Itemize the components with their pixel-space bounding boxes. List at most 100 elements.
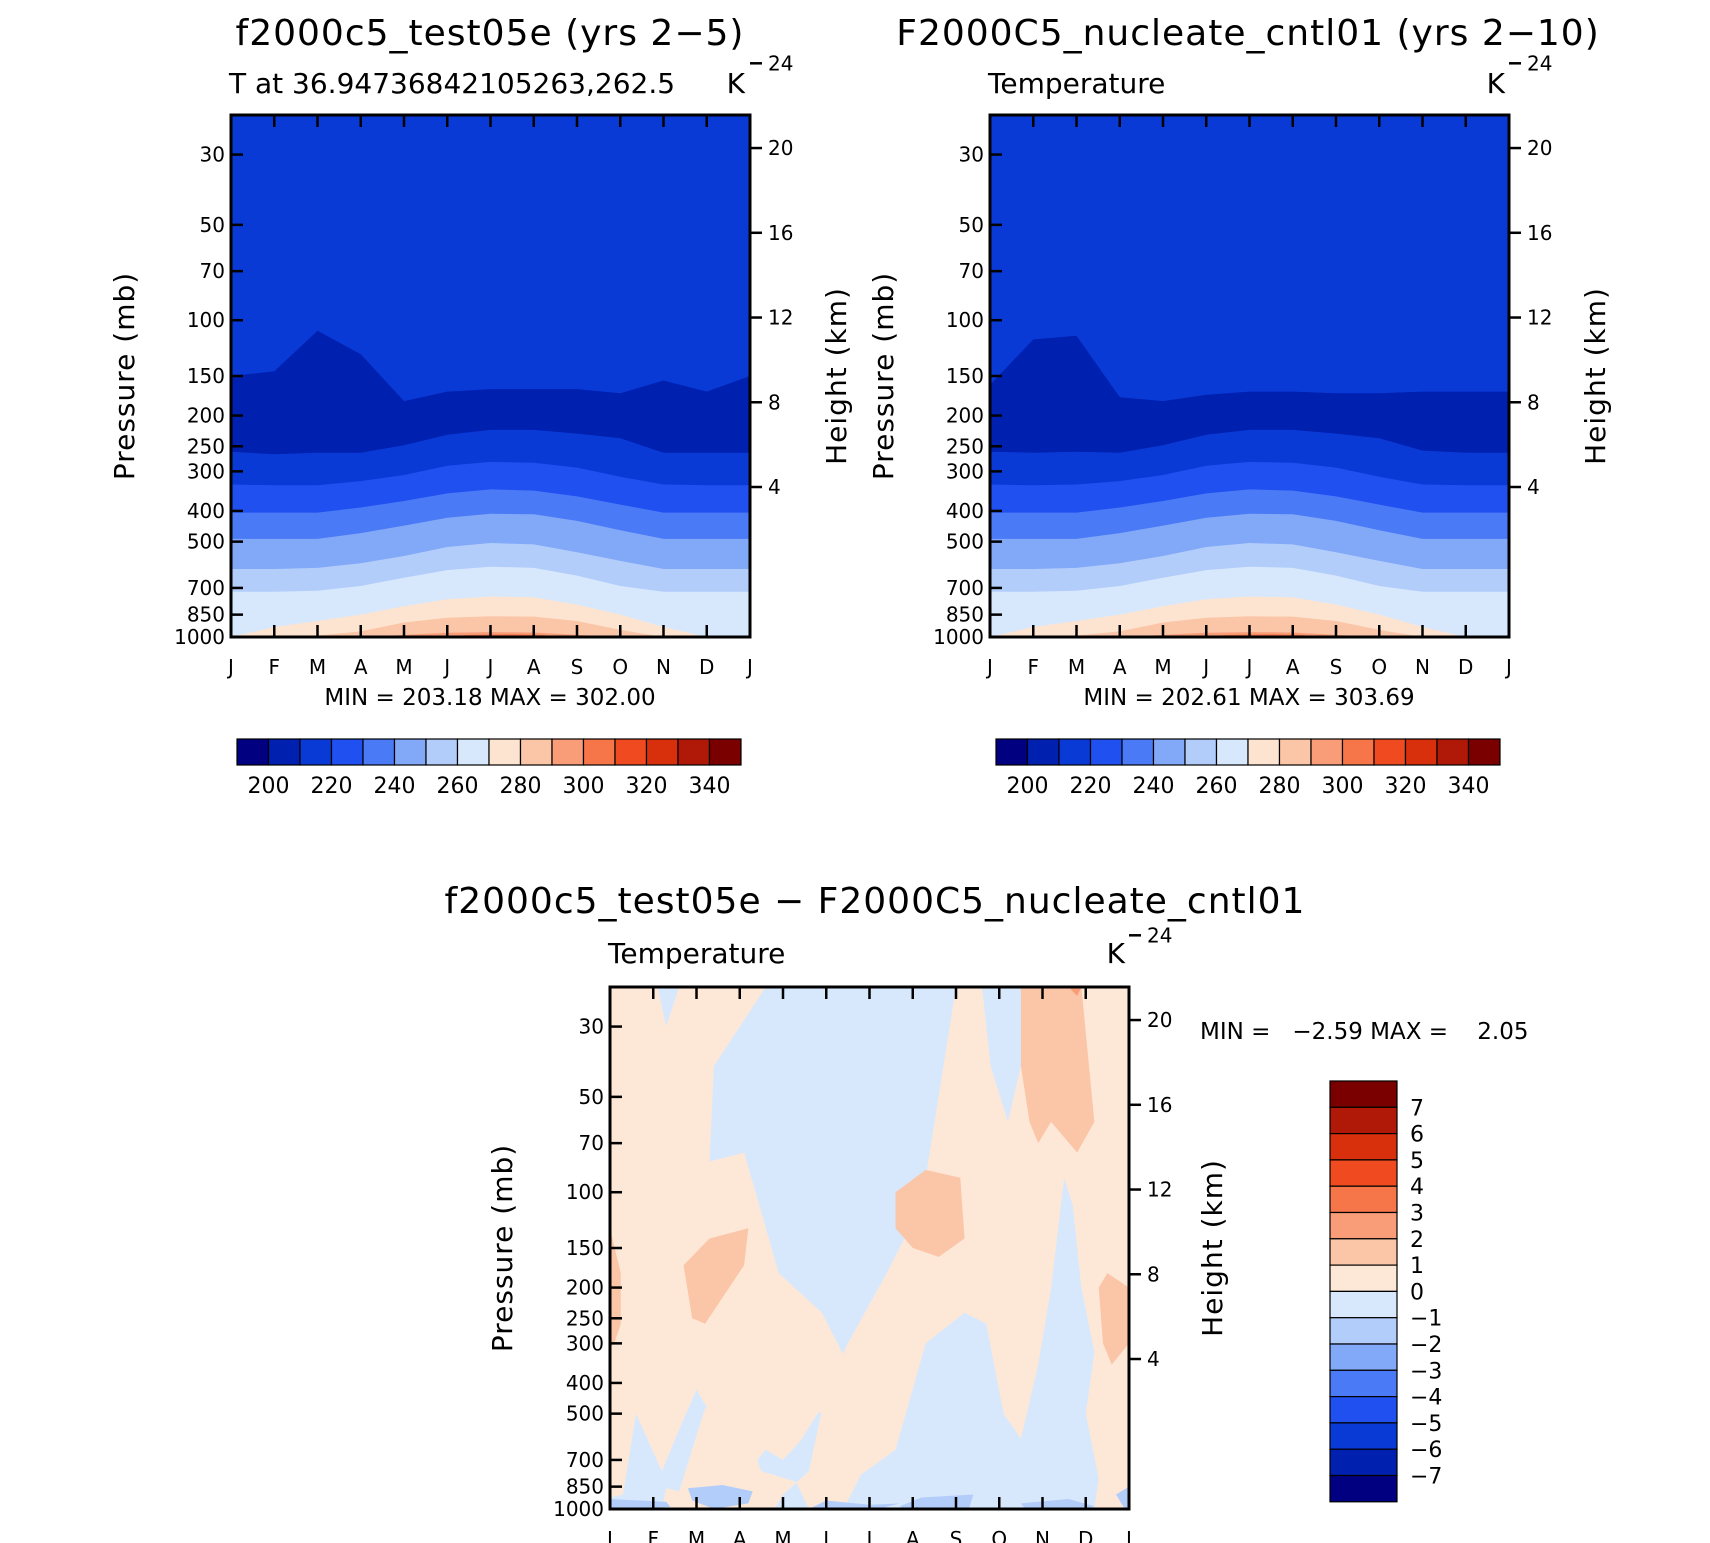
x-tick-label: J <box>821 1527 829 1543</box>
x-tick-label: F <box>1027 655 1039 679</box>
y2-tick-label: 8 <box>768 390 781 414</box>
colorbar-label: 340 <box>689 774 731 799</box>
panel-top-right: F2000C5_nucleate_cntl01 (yrs 2−10) Tempe… <box>867 13 1612 799</box>
y2-tick-label: 12 <box>1147 1178 1172 1202</box>
colorbar: 200 220 240 260 280 300 320 340 <box>236 738 742 799</box>
y2-tick-label: 20 <box>1527 136 1552 160</box>
x-tick-label: J <box>1124 1527 1132 1543</box>
y-tick-label: 700 <box>566 1448 604 1472</box>
colorbar-swatch <box>614 738 648 766</box>
colorbar-label: 280 <box>500 774 542 799</box>
colorbar-swatch <box>1329 1448 1398 1477</box>
colorbar-swatch <box>1329 1211 1398 1240</box>
y-tick-label: 1000 <box>553 1497 604 1521</box>
colorbar-swatch <box>1373 738 1407 766</box>
x-tick-label: J <box>1245 655 1253 679</box>
y2-tick-label: 20 <box>1147 1008 1172 1032</box>
contour-band <box>895 1169 965 1257</box>
x-tick-label: A <box>733 1527 747 1543</box>
colorbar-label: −7 <box>1410 1465 1442 1490</box>
y-tick-label: 500 <box>187 530 225 554</box>
panel-units-label: K <box>1487 67 1506 100</box>
y2-tick-label: 12 <box>1527 306 1552 330</box>
contour-fill <box>610 987 1129 1509</box>
y-tick-label: 70 <box>579 1131 604 1155</box>
colorbar-swatch <box>1467 738 1501 766</box>
colorbar-swatch <box>1329 1422 1398 1450</box>
y2-tick-label: 20 <box>768 136 793 160</box>
colorbar-label: 200 <box>1007 774 1049 799</box>
colorbar-label: 220 <box>1070 774 1112 799</box>
y-tick-label: 70 <box>959 259 984 283</box>
y-tick-label: 250 <box>187 434 225 458</box>
y-tick-label: 1000 <box>933 625 984 649</box>
y-tick-label: 150 <box>187 364 225 388</box>
y-tick-label: 400 <box>946 499 984 523</box>
colorbar-swatch <box>1121 738 1155 766</box>
y2-axis-label: Height (km) <box>1196 1159 1229 1337</box>
y2-tick-label: 4 <box>1527 475 1540 499</box>
x-tick-label: D <box>1078 1527 1093 1543</box>
y2-tick-label: 16 <box>1527 221 1552 245</box>
x-tick-label: J <box>985 655 993 679</box>
y-tick-label: 50 <box>579 1085 604 1109</box>
colorbar-label: −3 <box>1410 1359 1442 1384</box>
contour-fill <box>990 115 1509 637</box>
x-tick-label: N <box>1035 1527 1050 1543</box>
colorbar-label: −6 <box>1410 1438 1442 1463</box>
colorbar-swatch <box>1247 738 1281 766</box>
panel-top-left: f2000c5_test05e (yrs 2−5) T at 36.947368… <box>108 13 853 799</box>
colorbar-swatch <box>425 738 459 766</box>
y-tick-label: 30 <box>200 143 225 167</box>
panel-units-label: K <box>727 67 746 100</box>
colorbar-swatch <box>488 738 522 766</box>
colorbar-label: −4 <box>1410 1386 1442 1411</box>
colorbar-label: −5 <box>1410 1412 1442 1437</box>
panel-title: f2000c5_test05e (yrs 2−5) <box>236 13 745 54</box>
y-tick-label: 30 <box>959 143 984 167</box>
x-tick-label: O <box>991 1527 1007 1543</box>
colorbar-swatch <box>677 738 711 766</box>
y-tick-label: 400 <box>566 1371 604 1395</box>
colorbar-swatch <box>551 738 585 766</box>
x-tick-label: J <box>745 655 753 679</box>
colorbar-swatch <box>1404 738 1438 766</box>
panel-units-label: K <box>1107 937 1126 970</box>
y-tick-label: 250 <box>566 1306 604 1330</box>
colorbar-swatch <box>456 738 490 766</box>
x-tick-label: J <box>1201 655 1209 679</box>
colorbar-swatch <box>299 738 333 766</box>
colorbar-swatch <box>236 738 270 766</box>
y-tick-label: 70 <box>200 259 225 283</box>
colorbar-swatch <box>1329 1395 1398 1424</box>
x-tick-label: M <box>1068 655 1085 679</box>
y-axis-label: Pressure (mb) <box>486 1144 519 1352</box>
x-tick-label: F <box>647 1527 659 1543</box>
colorbar-swatch <box>1329 1185 1398 1214</box>
colorbar-label: 7 <box>1410 1096 1424 1121</box>
colorbar-label: 4 <box>1410 1175 1424 1200</box>
colorbar-label: 200 <box>248 774 290 799</box>
colorbar-label: 6 <box>1410 1123 1424 1148</box>
x-tick-label: N <box>1415 655 1430 679</box>
colorbar-swatch <box>1329 1106 1398 1135</box>
panel-difference: f2000c5_test05e − F2000C5_nucleate_cntl0… <box>445 881 1529 1543</box>
contour-band <box>1068 987 1082 996</box>
colorbar-label: 320 <box>1385 774 1427 799</box>
colorbar-swatch <box>1329 1369 1398 1398</box>
contour-band <box>683 1228 749 1324</box>
x-tick-label: J <box>486 655 494 679</box>
panel-variable-label: Temperature <box>607 937 785 970</box>
y2-tick-label: 4 <box>1147 1347 1160 1371</box>
contour-band <box>1116 1486 1129 1509</box>
colorbar-swatch <box>1152 738 1186 766</box>
y-tick-label: 500 <box>946 530 984 554</box>
contour-band <box>1020 1499 1095 1509</box>
y-tick-label: 1000 <box>174 625 225 649</box>
x-tick-label: S <box>1330 655 1343 679</box>
colorbar-swatch <box>708 738 742 766</box>
